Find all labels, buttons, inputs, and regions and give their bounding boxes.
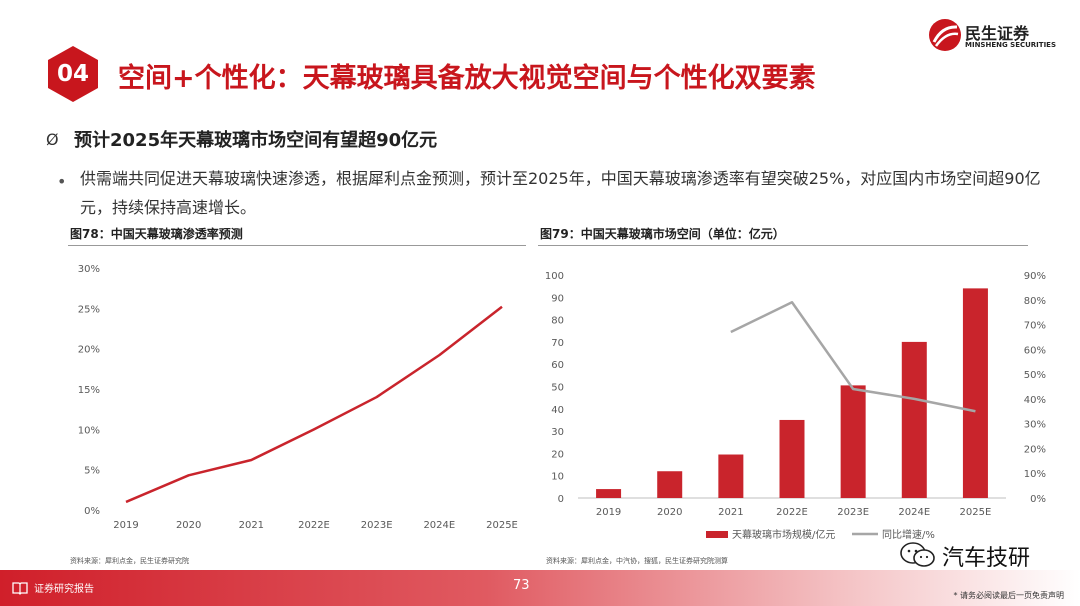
y-left-tick-label: 40 xyxy=(551,405,564,416)
x-tick-label: 2025E xyxy=(486,520,518,531)
section-number-badge: 04 xyxy=(44,45,102,103)
figure-79-title: 图79：中国天幕玻璃市场空间（单位：亿元） xyxy=(540,227,785,241)
bullet-marker: • xyxy=(57,172,67,191)
logo-text-cn: 民生证券 xyxy=(965,24,1030,43)
market-size-chart: 0 10 20 30 40 50 60 70 80 90 100 0% 10% 20% 30% 40% 50% 6… xyxy=(536,248,1056,548)
watermark-text: 汽车技研 xyxy=(942,546,1031,571)
y-right-tick-label: 80% xyxy=(1024,296,1046,307)
market-size-bar xyxy=(779,419,805,498)
penetration-line xyxy=(125,305,503,504)
x-tick-label: 2023E xyxy=(837,507,869,518)
y-right-tick-label: 50% xyxy=(1024,370,1046,381)
subtitle-marker: Ø xyxy=(46,130,59,149)
page-number: 73 xyxy=(513,578,530,593)
y-left-tick-label: 70 xyxy=(551,338,564,349)
x-tick-label: 2022E xyxy=(298,520,330,531)
footer-bar: 证券研究报告 73 * 请务必阅读最后一页免责声明 xyxy=(0,570,1080,606)
wechat-icon xyxy=(900,542,935,567)
y-left-tick-label: 80 xyxy=(551,316,564,327)
logo-mark-icon xyxy=(929,19,961,51)
y-right-tick-label: 0% xyxy=(1030,494,1046,505)
y-left-tick-label: 20 xyxy=(551,449,564,460)
penetration-rate-chart-svg: 0% 5% 10% 15% 20% 25% 30% 2019 2020 2021 2022E 2023… xyxy=(78,264,518,531)
market-size-bar xyxy=(718,454,744,498)
y-tick-label: 0% xyxy=(84,506,100,517)
page-title: 空间+个性化：天幕玻璃具备放大视觉空间与个性化双要素 xyxy=(118,63,816,94)
x-tick-label: 2019 xyxy=(113,520,138,531)
y-right-tick-label: 90% xyxy=(1024,271,1046,282)
y-tick-label: 5% xyxy=(84,466,100,477)
figure-78-source: 资料来源：犀利点金，民生证券研究院 xyxy=(70,557,189,565)
legend-bar-swatch xyxy=(706,531,728,538)
brand-logo: 民生证券 MINSHENG SECURITIES xyxy=(928,18,1058,58)
figure-79-source: 资料来源：犀利点金，中汽协，搜狐，民生证券研究院测算 xyxy=(546,557,728,565)
y-left-tick-label: 30 xyxy=(551,427,564,438)
penetration-rate-chart: 0% 5% 10% 15% 20% 25% 30% 2019 2020 2021 2022E 2023… xyxy=(60,248,558,548)
y-right-tick-label: 10% xyxy=(1024,469,1046,480)
x-tick-label: 2020 xyxy=(176,520,201,531)
y-left-tick-label: 90 xyxy=(551,293,564,304)
x-tick-label: 2019 xyxy=(596,507,621,518)
logo-text-en: MINSHENG SECURITIES xyxy=(965,41,1056,49)
wechat-watermark: 汽车技研 xyxy=(898,540,1030,571)
y-left-tick-label: 100 xyxy=(545,271,564,282)
figure-78-rule xyxy=(68,245,526,246)
hexagon-badge-icon xyxy=(48,46,98,102)
y-left-tick-label: 0 xyxy=(558,494,564,505)
market-size-bar xyxy=(962,288,988,498)
y-tick-label: 30% xyxy=(78,264,100,275)
section-number: 04 xyxy=(56,61,89,87)
market-size-bar xyxy=(596,489,622,498)
y-tick-label: 25% xyxy=(78,304,100,315)
y-right-tick-label: 60% xyxy=(1024,345,1046,356)
body-paragraph: 供需端共同促进天幕玻璃快速渗透，根据犀利点金预测，预计至2025年，中国天幕玻璃… xyxy=(80,169,1041,217)
y-right-tick-label: 30% xyxy=(1024,420,1046,431)
x-tick-label: 2020 xyxy=(657,507,682,518)
x-tick-label: 2021 xyxy=(718,507,743,518)
y-tick-label: 15% xyxy=(78,385,100,396)
market-size-bar xyxy=(657,471,683,498)
figure-79-rule xyxy=(538,245,1028,246)
y-left-tick-label: 10 xyxy=(551,472,564,483)
figure-78-title: 图78：中国天幕玻璃渗透率预测 xyxy=(70,227,243,241)
x-tick-label: 2024E xyxy=(423,520,455,531)
legend-bar-label: 天幕玻璃市场规模/亿元 xyxy=(732,528,835,541)
y-left-tick-label: 50 xyxy=(551,383,564,394)
market-size-chart-svg: 0 10 20 30 40 50 60 70 80 90 100 0% 10% 20% 30% 40% 50% 6… xyxy=(545,271,1046,541)
y-right-tick-label: 20% xyxy=(1024,444,1046,455)
footer-disclaimer: * 请务必阅读最后一页免责声明 xyxy=(953,591,1064,600)
x-tick-label: 2025E xyxy=(960,507,992,518)
x-tick-label: 2023E xyxy=(361,520,393,531)
y-right-tick-label: 40% xyxy=(1024,395,1046,406)
y-left-tick-label: 60 xyxy=(551,360,564,371)
footer-report-label: 证券研究报告 xyxy=(34,584,94,595)
market-size-bar xyxy=(840,385,866,498)
x-tick-label: 2022E xyxy=(776,507,808,518)
y-tick-label: 20% xyxy=(78,345,100,356)
x-tick-label: 2021 xyxy=(239,520,264,531)
section-subtitle: 预计2025年天幕玻璃市场空间有望超90亿元 xyxy=(74,130,438,151)
legend-line-label: 同比增速/% xyxy=(882,528,935,541)
market-size-bar xyxy=(901,341,927,498)
y-tick-label: 10% xyxy=(78,425,100,436)
y-right-tick-label: 70% xyxy=(1024,321,1046,332)
x-tick-label: 2024E xyxy=(898,507,930,518)
book-icon xyxy=(12,582,28,595)
